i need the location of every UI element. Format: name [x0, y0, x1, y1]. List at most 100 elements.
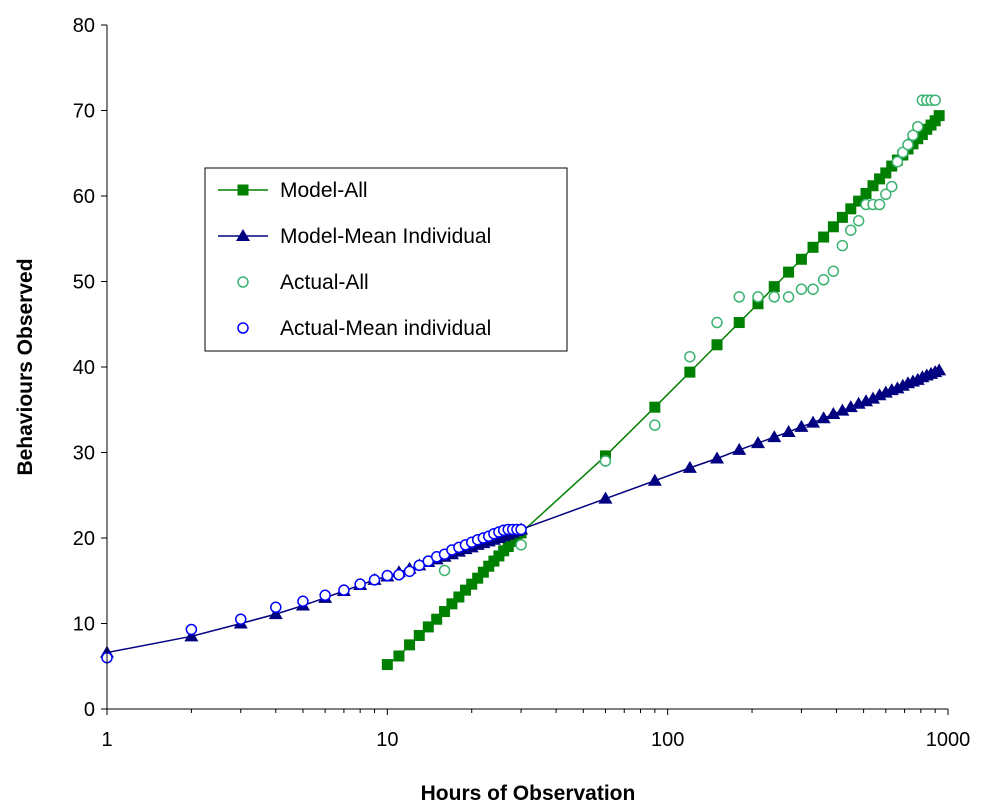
model-all-point	[795, 253, 807, 265]
legend-box	[204, 167, 568, 352]
actual-all-point	[795, 283, 808, 295]
y-tick-label: 80	[73, 15, 95, 37]
actual-mean-point	[393, 569, 405, 581]
model-mean-point	[750, 436, 765, 449]
y-tick-label: 0	[84, 699, 95, 721]
model-mean-point	[647, 473, 662, 486]
model-all-point	[711, 339, 723, 351]
y-tick-label: 40	[73, 357, 95, 379]
actual-mean-point	[403, 565, 416, 578]
model-mean-point	[843, 400, 858, 413]
legend-actual-mean-marker	[237, 322, 249, 334]
actual-all-point	[782, 291, 795, 303]
y-tick-label: 50	[73, 272, 95, 294]
x-tick-label: 1	[101, 729, 112, 751]
y-tick-label: 70	[73, 101, 95, 123]
model-all-point	[845, 203, 857, 215]
actual-all-point	[852, 215, 865, 227]
model-mean-point	[732, 442, 747, 455]
model-all-point	[381, 659, 393, 671]
actual-mean-point	[368, 574, 381, 586]
actual-all-point	[711, 316, 723, 329]
x-axis-title: Hours of Observation	[421, 782, 636, 805]
actual-all-point	[827, 265, 840, 277]
x-tick-label: 100	[651, 729, 684, 751]
actual-all-point	[897, 146, 909, 159]
model-all-point	[472, 572, 484, 584]
model-all-point	[807, 241, 819, 253]
model-all-point	[880, 167, 892, 179]
model-all-point	[404, 639, 416, 651]
model-all-point	[446, 598, 458, 610]
model-mean-point	[835, 403, 850, 416]
series-layer	[100, 94, 947, 671]
model-all-point	[477, 566, 489, 578]
actual-all-point	[836, 239, 849, 252]
model-all-point	[431, 613, 443, 625]
model-all-point	[466, 578, 478, 590]
model-all-point	[853, 195, 865, 207]
actual-all-point	[817, 274, 830, 286]
actual-all-point	[891, 156, 904, 168]
actual-all-point	[768, 291, 781, 303]
actual-all-point	[912, 120, 924, 133]
model-all-point	[783, 266, 795, 278]
model-all-point	[867, 180, 879, 192]
actual-all-point	[907, 129, 919, 142]
model-all-point	[684, 366, 696, 378]
actual-mean-point	[354, 578, 366, 590]
legend-label: Actual-Mean individual	[280, 317, 491, 340]
y-tick-label: 30	[73, 443, 95, 465]
model-all-point	[393, 650, 405, 662]
model-all-point	[413, 629, 425, 641]
legend-model-all-marker	[237, 184, 249, 196]
actual-all-point	[752, 291, 764, 303]
model-mean-point	[932, 363, 947, 376]
model-all-point	[836, 211, 848, 223]
actual-mean-point	[515, 523, 527, 536]
model-mean-point	[816, 411, 831, 424]
legend: Model-All Model-Mean Individual Actual-All…	[204, 167, 568, 352]
actual-mean-point	[381, 569, 394, 582]
model-all-point	[827, 221, 839, 233]
model-all-point	[439, 606, 451, 618]
model-all-point	[860, 187, 872, 199]
actual-mean-point	[270, 601, 282, 614]
model-all-point	[453, 591, 465, 603]
model-all-point	[752, 298, 764, 310]
legend-label: Model-All	[280, 179, 368, 202]
actual-mean-point	[297, 595, 309, 608]
actual-all-point	[649, 419, 661, 431]
actual-all-point	[873, 198, 886, 211]
axes-layer: 0 10 20 30 40 50 60 70 80 1 10 100 1000	[73, 15, 971, 751]
model-mean-point	[865, 391, 880, 404]
model-all-point	[733, 317, 745, 329]
actual-mean-point	[319, 589, 331, 602]
actual-all-point	[733, 291, 745, 303]
actual-all-point	[438, 564, 451, 577]
actual-all-point	[885, 180, 898, 193]
model-mean-point	[767, 430, 782, 443]
model-all-point	[422, 621, 434, 633]
model-all-point	[768, 281, 780, 293]
model-mean-line	[106, 369, 940, 654]
model-mean-point	[806, 415, 821, 428]
model-mean-point	[781, 424, 796, 437]
actual-all-point	[929, 94, 941, 106]
model-mean-point	[826, 407, 841, 420]
legend-label: Model-Mean Individual	[280, 225, 491, 248]
x-tick-label: 1000	[926, 729, 971, 751]
actual-mean-point	[338, 584, 350, 596]
actual-all-point	[684, 350, 696, 363]
y-tick-label: 10	[73, 614, 95, 636]
model-all-point	[874, 173, 886, 185]
actual-all-point	[902, 138, 914, 151]
legend-actual-all-marker	[237, 276, 249, 288]
model-all-point	[459, 584, 471, 596]
actual-mean-point	[185, 623, 198, 636]
model-mean-point	[682, 460, 697, 473]
model-all-point	[649, 401, 661, 413]
x-tick-label: 10	[376, 729, 398, 751]
actual-mean-point	[413, 559, 426, 572]
